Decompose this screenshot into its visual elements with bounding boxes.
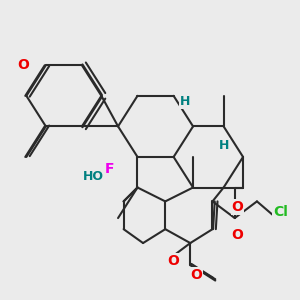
Text: O: O: [167, 254, 179, 268]
Text: H: H: [218, 139, 229, 152]
Text: O: O: [190, 268, 202, 282]
Text: HO: HO: [82, 170, 103, 183]
Text: O: O: [232, 200, 243, 214]
Text: O: O: [232, 228, 243, 242]
Text: O: O: [17, 58, 29, 72]
Text: H: H: [179, 95, 190, 108]
Text: Cl: Cl: [273, 206, 288, 220]
Text: F: F: [105, 162, 115, 176]
